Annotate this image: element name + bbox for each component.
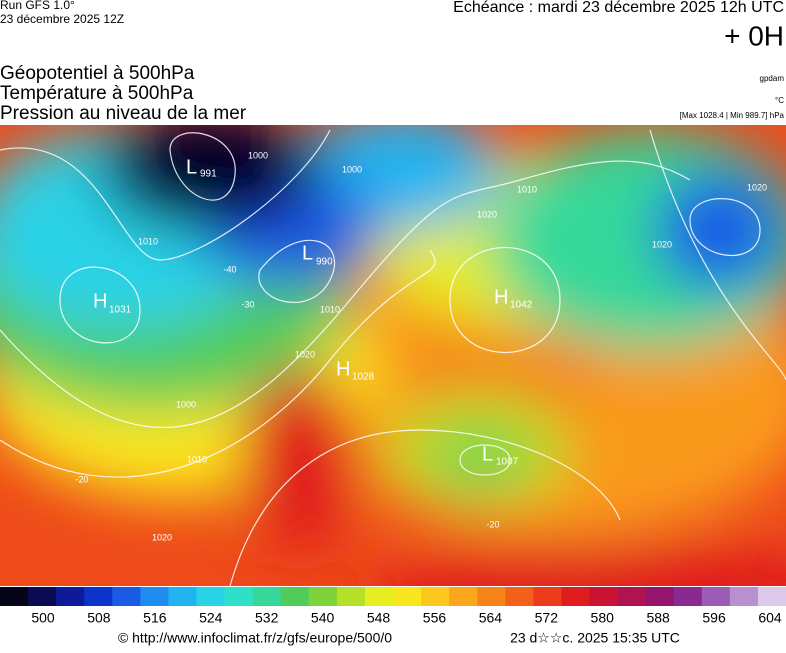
contour-label: -30	[241, 299, 254, 309]
center-letter: H	[93, 290, 107, 312]
contour-label: 1020	[652, 239, 672, 249]
layer: Géopotentiel à 500hPa	[0, 63, 195, 84]
center-value: 1031	[109, 305, 132, 316]
colorbar-swatch	[168, 587, 197, 606]
center-value: 990	[316, 257, 333, 268]
source: © http://www.infoclimat.fr/z/gfs/europe/…	[118, 630, 392, 646]
contour-label: 1020	[152, 532, 172, 542]
colorbar-swatch	[252, 587, 282, 606]
run-date: 23 décembre 2025 12Z	[0, 12, 124, 26]
colorbar-swatch	[393, 587, 422, 606]
center-letter: L	[482, 443, 493, 465]
map	[0, 125, 786, 586]
unit: gpdam	[760, 74, 785, 83]
colorbar-swatch	[308, 587, 338, 606]
offset: + 0H	[724, 20, 784, 51]
center-value: 1042	[510, 300, 533, 311]
colorbar-label: 556	[423, 610, 447, 626]
colorbar-swatch	[645, 587, 675, 606]
colorbar-label: 564	[479, 610, 503, 626]
colorbar-swatch	[364, 587, 394, 606]
center-letter: H	[336, 358, 350, 380]
unit: [Max 1028.4 | Min 989.7] hPa	[680, 111, 785, 120]
colorbar-swatch	[561, 587, 590, 606]
colorbar-swatch	[617, 587, 647, 606]
contour-labels: 1000 1010 1010 1020 1020 1020 1010 1020 1000 1010…	[75, 150, 767, 542]
colorbar-swatch	[421, 587, 450, 606]
contour-label: 1020	[477, 209, 497, 219]
contour-label: 1020	[295, 349, 315, 359]
center-value: 991	[200, 169, 217, 180]
colorbar-swatch	[112, 587, 141, 606]
contour-label: 1010	[320, 304, 340, 314]
colorbar-swatch	[56, 587, 85, 606]
contour-label: -40	[223, 264, 236, 274]
unit: °C	[775, 96, 784, 105]
colorbar-swatch	[505, 587, 534, 606]
colorbar-swatch	[701, 587, 731, 606]
center-value: 1007	[496, 457, 519, 468]
center-letter: H	[494, 286, 508, 308]
colorbar-label: 508	[87, 610, 111, 626]
colorbar-label: 580	[591, 610, 615, 626]
pressure-centers: L 991 L 990 H 1031 H 1028 H 1042 L 1007	[93, 156, 533, 467]
contour-label: -20	[486, 519, 499, 529]
colorbar-swatch	[140, 587, 169, 606]
colorbar-label: 540	[311, 610, 335, 626]
colorbar-swatch	[0, 587, 29, 606]
colorbar-swatch	[757, 587, 786, 606]
colorbar-label: 604	[758, 610, 782, 626]
colorbar-swatch	[280, 587, 310, 606]
timestamp: 23 d☆☆c. 2025 15:35 UTC	[510, 630, 680, 646]
colorbar-swatch	[196, 587, 226, 606]
colorbar: 500 508 516 524 532 540 548 556 564 572 580 588 596 6…	[0, 587, 786, 626]
contour-label: -20	[75, 474, 88, 484]
colorbar-swatch	[729, 587, 759, 606]
center-letter: L	[302, 242, 313, 264]
colorbar-swatch	[336, 587, 366, 606]
colorbar-swatch	[589, 587, 619, 606]
colorbar-label: 572	[535, 610, 559, 626]
colorbar-swatch	[477, 587, 506, 606]
contour-label: 1000	[342, 164, 362, 174]
layer: Température à 500hPa	[0, 83, 194, 104]
contour-label: 1010	[517, 184, 537, 194]
colorbar-swatch	[673, 587, 703, 606]
colorbar-swatch	[224, 587, 254, 606]
colorbar-label: 500	[31, 610, 55, 626]
colorbar-swatch	[84, 587, 113, 606]
contour-label: 1010	[138, 236, 158, 246]
contour-label: 1020	[747, 182, 767, 192]
colorbar-swatch	[533, 587, 562, 606]
colorbar-swatch	[449, 587, 478, 606]
contour-label: 1000	[176, 399, 196, 409]
run: Run GFS 1.0°	[0, 0, 75, 12]
colorbar-label: 588	[646, 610, 670, 626]
colorbar-label: 548	[367, 610, 391, 626]
echeance: Echéance : mardi 23 décembre 2025 12h UT…	[453, 0, 784, 16]
colorbar-swatch	[28, 587, 57, 606]
contour-label: 1000	[248, 150, 268, 160]
colorbar-label: 516	[143, 610, 167, 626]
colorbar-label: 524	[199, 610, 223, 626]
center-value: 1028	[352, 372, 375, 383]
center-letter: L	[186, 156, 197, 178]
colorbar-label: 532	[255, 610, 279, 626]
contour-label: 1010	[187, 454, 207, 464]
colorbar-label: 596	[702, 610, 726, 626]
layer: Pression au niveau de la mer	[0, 103, 247, 124]
